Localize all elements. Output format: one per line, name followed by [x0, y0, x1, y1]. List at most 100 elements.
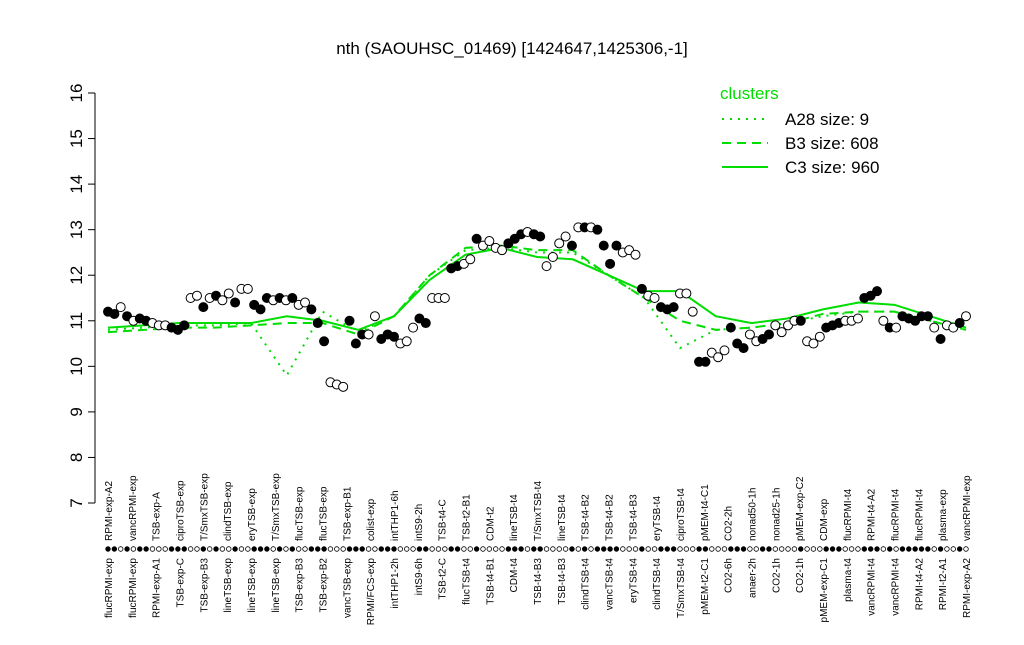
rug-mark: [651, 546, 658, 552]
x-label-bottom: TSB-t4-B1: [485, 558, 496, 605]
data-point: [649, 293, 660, 303]
data-point: [344, 315, 355, 326]
data-point: [872, 286, 883, 297]
x-label-top: colist-exp: [366, 498, 377, 541]
rug-mark: [137, 546, 143, 552]
rug-mark: [842, 546, 848, 552]
x-label-top: TSB-t4-B2: [581, 494, 592, 541]
data-point: [255, 304, 266, 315]
data-point: [598, 240, 609, 251]
data-point: [725, 322, 736, 333]
data-point: [929, 322, 940, 333]
x-label-top: flucTSB-exp: [295, 486, 306, 541]
rug-mark: [302, 546, 308, 552]
cluster-lines: [107, 244, 967, 378]
data-point: [408, 322, 419, 333]
x-label-top: nonad25-1h: [771, 488, 782, 541]
rug-mark: [620, 546, 626, 552]
data-point: [115, 302, 126, 313]
x-label-top: intS9-2h: [414, 504, 425, 541]
rug-mark: [899, 546, 906, 552]
data-point: [179, 320, 190, 331]
data-point: [439, 293, 450, 303]
rug-mark: [118, 546, 124, 552]
x-label-bottom: TSB-exp-B3: [199, 558, 210, 613]
rug-mark: [461, 546, 467, 552]
rug-mark: [906, 546, 912, 552]
x-label-top: intTHP1-6h: [390, 490, 401, 541]
data-point: [420, 318, 431, 329]
data-point: [700, 356, 711, 367]
rug-mark: [537, 546, 543, 552]
rug-mark: [346, 546, 353, 552]
data-point: [230, 297, 241, 308]
rug-mark: [753, 546, 759, 552]
x-label-bottom: TSB-exp-C: [176, 558, 187, 607]
data-point: [776, 327, 787, 338]
x-label-top: flucRPMI-t4: [843, 488, 854, 541]
data-point: [668, 302, 679, 313]
rug-mark: [365, 546, 372, 552]
rug-mark: [613, 546, 620, 552]
rug-mark: [410, 546, 416, 552]
data-point: [681, 288, 692, 299]
x-label-bottom: eryTSB-t4: [628, 558, 639, 603]
data-point: [935, 334, 946, 344]
rug-mark: [931, 546, 937, 552]
rug-mark: [696, 546, 702, 552]
rug-mark: [168, 546, 175, 552]
rug-mark: [848, 546, 855, 552]
x-label-bottom: TSB-exp-B2: [319, 558, 330, 613]
x-label-bottom: TSB-t4-B3: [557, 558, 568, 605]
rug-mark: [238, 546, 245, 552]
x-label-bottom: RPMI-exp-A2: [962, 558, 973, 618]
rug-mark: [645, 546, 651, 552]
x-label-top: eryTSB-exp: [247, 488, 258, 541]
rug-mark: [397, 546, 404, 552]
rug-mark: [690, 546, 696, 552]
rug-mark: [187, 546, 194, 552]
x-label-bottom: flucRPMI-exp: [128, 558, 139, 618]
x-label-bottom: TSB-exp-B3: [295, 558, 306, 613]
x-label-top: ciproTSB-exp: [176, 480, 187, 541]
x-label-top: plasma-exp: [938, 489, 949, 541]
x-label-top: pMEM-exp-C2: [795, 476, 806, 541]
rug-mark: [581, 546, 588, 552]
x-label-top: RPMI-exp-A2: [104, 481, 115, 541]
rug-mark: [111, 546, 118, 552]
data-point: [560, 231, 571, 242]
data-point: [401, 336, 412, 347]
rug-mark: [162, 546, 168, 552]
rug-mark: [601, 546, 607, 552]
x-label-bottom: CO2-6h: [724, 558, 735, 593]
data-point: [687, 306, 698, 317]
rug-mark: [829, 546, 836, 552]
rug-mark: [715, 546, 721, 552]
data-point: [198, 302, 209, 313]
x-label-top: T/SmxTSB-exp: [271, 473, 282, 541]
series-line: [107, 244, 967, 336]
rug-mark: [817, 546, 823, 552]
rug-mark: [918, 546, 925, 552]
x-label-bottom: RPMI/FCS-exp: [366, 558, 377, 626]
rug-mark: [315, 546, 321, 552]
rug-mark: [785, 546, 791, 552]
rug-mark: [880, 546, 887, 552]
rug-mark: [791, 546, 798, 552]
legend-title: clusters: [720, 84, 779, 103]
x-label-bottom: flucRPMI-exp: [104, 558, 115, 618]
y-tick-label: 15: [67, 129, 86, 148]
x-label-bottom: vancRPMI-t4: [867, 558, 878, 616]
y-tick-label: 8: [67, 453, 86, 462]
rug-mark: [448, 546, 454, 552]
data-point: [109, 308, 120, 319]
data-point: [770, 320, 781, 331]
x-label-bottom: CO2-1h: [795, 558, 806, 593]
data-point: [954, 318, 965, 329]
rug-mark: [512, 546, 518, 552]
rug-mark: [925, 546, 931, 552]
x-label-bottom: vancTSB-exp: [342, 558, 353, 618]
rug-mark: [702, 546, 709, 552]
data-point: [191, 290, 202, 301]
rug-mark: [130, 546, 137, 552]
